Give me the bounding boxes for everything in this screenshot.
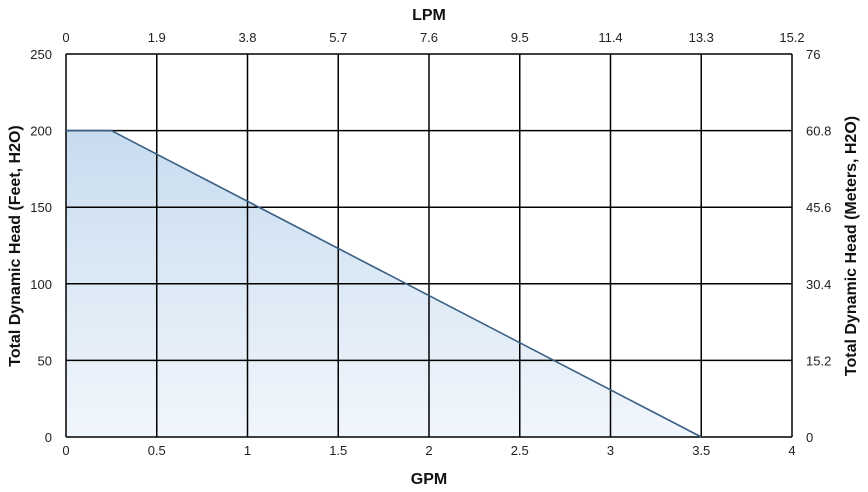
y-tick-label: 150	[30, 200, 52, 215]
x-tick-label: 0	[62, 443, 69, 458]
x2-tick-label: 7.6	[420, 30, 438, 45]
y-tick-label: 100	[30, 277, 52, 292]
x2-tick-label: 0	[62, 30, 69, 45]
x-tick-label: 2	[425, 443, 432, 458]
performance-curve-line	[66, 129, 702, 438]
x2-tick-label: 1.9	[148, 30, 166, 45]
y2-axis-title: Total Dynamic Head (Meters, H2O)	[843, 116, 860, 376]
x2-tick-label: 13.3	[689, 30, 714, 45]
x2-tick-label: 11.4	[598, 30, 622, 45]
y2-tick-label: 76	[806, 47, 820, 62]
x2-tick-label: 5.7	[329, 30, 347, 45]
y-tick-label: 0	[45, 430, 52, 445]
y-axis-title: Total Dynamic Head (Feet, H2O)	[7, 125, 24, 367]
x2-tick-label: 9.5	[511, 30, 529, 45]
x-tick-label: 4	[788, 443, 795, 458]
x2-tick-label: 15.2	[779, 30, 804, 45]
x-tick-label: 1.5	[329, 443, 347, 458]
y2-tick-label: 15.2	[806, 353, 831, 368]
x-tick-label: 3.5	[692, 443, 710, 458]
x2-axis-title: LPM	[412, 7, 446, 24]
y-tick-label: 250	[30, 47, 52, 62]
y2-tick-label: 30.4	[806, 277, 831, 292]
x2-tick-label: 3.8	[238, 30, 256, 45]
x-axis-title: GPM	[411, 471, 447, 488]
x-tick-label: 0.5	[148, 443, 166, 458]
y2-tick-label: 60.8	[806, 124, 831, 139]
y2-tick-label: 0	[806, 430, 813, 445]
x-tick-label: 3	[607, 443, 614, 458]
y2-tick-label: 45.6	[806, 200, 831, 215]
y-tick-label: 200	[30, 124, 52, 139]
y-tick-label: 50	[38, 353, 52, 368]
x-tick-label: 2.5	[511, 443, 529, 458]
x-tick-label: 1	[244, 443, 251, 458]
